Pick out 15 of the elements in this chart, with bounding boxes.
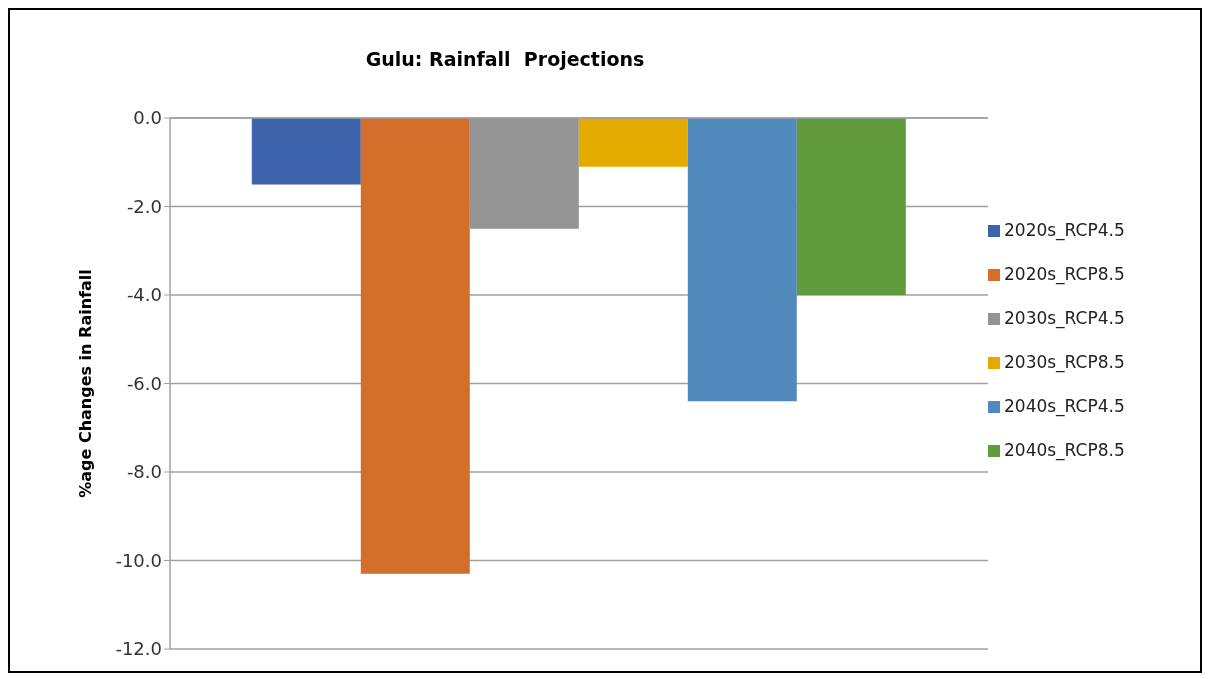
legend-label: 2030s_RCP8.5 (1004, 351, 1125, 372)
y-tick-label: 0.0 (133, 107, 162, 129)
legend-label: 2020s_RCP8.5 (1004, 263, 1125, 284)
legend-label: 2040s_RCP4.5 (1004, 395, 1125, 416)
y-tick-label: -2.0 (126, 195, 162, 217)
y-axis-title: %age Changes in Rainfall (75, 269, 95, 498)
legend-label: 2020s_RCP4.5 (1004, 219, 1125, 240)
legend-label: 2030s_RCP4.5 (1004, 307, 1125, 328)
y-tick-label: -12.0 (115, 638, 162, 660)
chart-title: Gulu: Rainfall Projections (364, 48, 646, 70)
y-tick-label: -4.0 (126, 284, 162, 306)
y-tick-label: -6.0 (126, 372, 162, 394)
legend-label: 2040s_RCP8.5 (1004, 439, 1125, 460)
y-tick-label: -10.0 (115, 549, 162, 571)
y-tick-label: -8.0 (126, 461, 162, 483)
